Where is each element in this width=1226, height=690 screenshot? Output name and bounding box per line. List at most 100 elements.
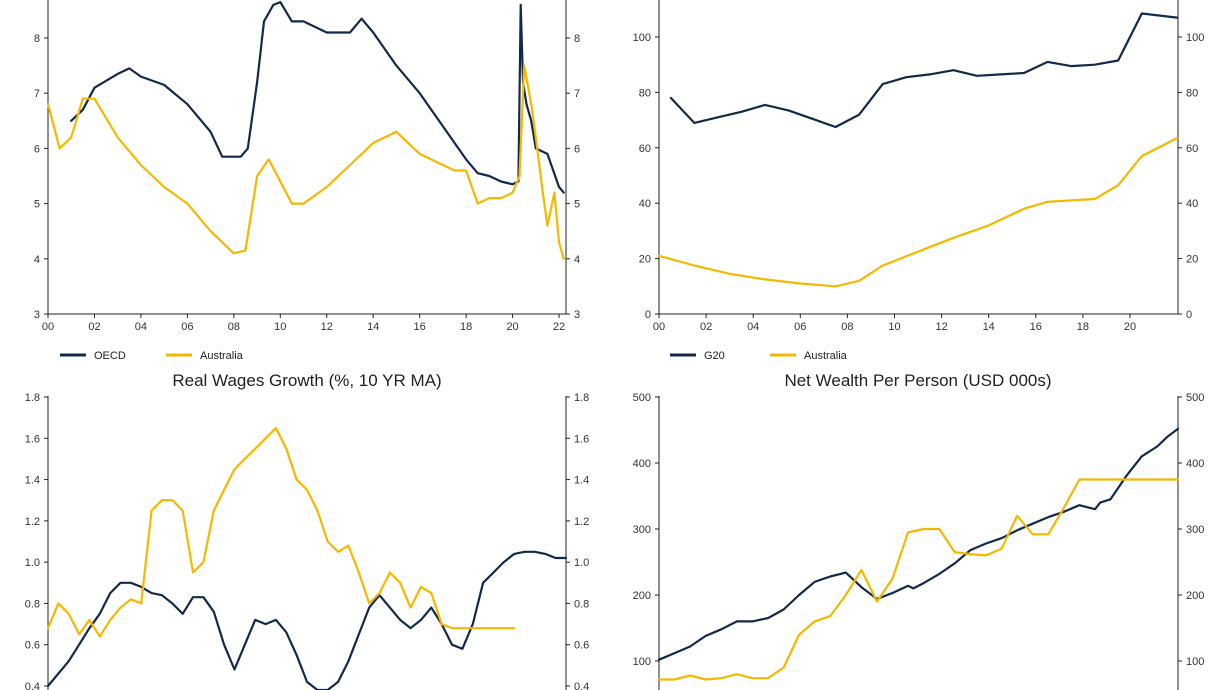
series-line-oecd: [70, 0, 565, 194]
x-tick-label: 20: [1124, 321, 1136, 333]
y-tick-label-right: 40: [1186, 198, 1198, 210]
x-tick-label: 02: [88, 321, 100, 333]
y-tick-label-left: 1.2: [25, 516, 40, 528]
y-tick-label-right: 1.4: [574, 475, 589, 487]
y-tick-label-right: 1.0: [574, 557, 589, 569]
y-tick-label-right: 6: [574, 143, 580, 155]
series-line-s0: [46, 550, 568, 690]
y-tick-label-left: 100: [633, 32, 651, 44]
y-tick-label-left: 100: [633, 656, 651, 668]
legend-label-oecd: OECD: [94, 350, 126, 362]
x-tick-label: 18: [460, 321, 472, 333]
x-tick-label: 20: [506, 321, 518, 333]
x-tick-label: 10: [274, 321, 286, 333]
y-tick-label-right: 20: [1186, 254, 1198, 266]
y-tick-label-right: 200: [1186, 590, 1204, 602]
y-tick-label-right: 0.4: [574, 681, 589, 690]
panel-net-wealth-level: 100 100 200 200 300 300 400 400 500 500: [633, 392, 1205, 690]
y-tick-label-right: 8: [574, 33, 580, 45]
x-tick-label: 14: [367, 321, 379, 333]
series-line-s0: [657, 427, 1180, 661]
panel3-series: [46, 426, 568, 690]
series-line-g20: [669, 12, 1179, 129]
y-tick-label-left: 0.8: [25, 598, 40, 610]
x-tick-label: 00: [42, 321, 54, 333]
panel2-series: [657, 12, 1179, 288]
y-tick-label-left: 1.0: [25, 557, 40, 569]
x-tick-label: 16: [1030, 321, 1042, 333]
y-tick-label-right: 1.8: [574, 392, 589, 404]
x-tick-label: 12: [321, 321, 333, 333]
y-tick-label-left: 1.6: [25, 433, 40, 445]
y-tick-label-right: 500: [1186, 392, 1204, 404]
y-tick-label-left: 500: [633, 392, 651, 404]
y-tick-label-left: 1.4: [25, 475, 40, 487]
panel4-ticks: 100 100 200 200 300 300 400 400 500 500: [633, 392, 1205, 668]
y-tick-label-right: 60: [1186, 143, 1198, 155]
y-tick-label-left: 8: [34, 33, 40, 45]
y-tick-label-right: 0.8: [574, 598, 589, 610]
x-tick-label: 18: [1077, 321, 1089, 333]
x-tick-label: 08: [841, 321, 853, 333]
legend-label-australia-2: Australia: [804, 350, 848, 362]
y-tick-label-right: 100: [1186, 32, 1204, 44]
legend-label-australia: Australia: [200, 350, 244, 362]
y-tick-label-right: 1.6: [574, 433, 589, 445]
y-tick-label-right: 100: [1186, 656, 1204, 668]
x-tick-label: 06: [181, 321, 193, 333]
y-tick-label-right: 400: [1186, 458, 1204, 470]
panel1-ticks: 3 3 4 4 5 5 6 6 7 7 8 8 00 02 04 06 08 10 12 14 16 18 20 22: [34, 33, 580, 333]
y-tick-label-left: 400: [633, 458, 651, 470]
series-line-s1: [46, 426, 516, 638]
x-tick-label: 00: [653, 321, 665, 333]
y-tick-label-left: 200: [633, 590, 651, 602]
x-tick-label: 16: [414, 321, 426, 333]
y-tick-label-left: 20: [639, 254, 651, 266]
x-tick-label: 08: [228, 321, 240, 333]
y-tick-label-left: 1.8: [25, 392, 40, 404]
panel4-series: [657, 427, 1180, 681]
series-line-australia: [657, 137, 1179, 288]
y-tick-label-right: 80: [1186, 87, 1198, 99]
x-tick-label: 04: [135, 321, 147, 333]
x-tick-label: 02: [700, 321, 712, 333]
y-tick-label-left: 3: [34, 309, 40, 321]
panel3-ticks: 0.4 0.4 0.6 0.6 0.8 0.8 1.0 1.0 1.2 1.2 1.4 1.4 1.6 1…: [25, 392, 590, 690]
y-tick-label-left: 60: [639, 143, 651, 155]
x-tick-label: 04: [747, 321, 759, 333]
chart-title-net-wealth: Net Wealth Per Person (USD 000s): [784, 371, 1051, 390]
legend-label-g20: G20: [704, 350, 725, 362]
chart-title-real-wages: Real Wages Growth (%, 10 YR MA): [172, 371, 441, 390]
y-tick-label-left: 7: [34, 88, 40, 100]
y-tick-label-left: 0: [645, 309, 651, 321]
x-tick-label: 12: [935, 321, 947, 333]
x-tick-label: 22: [553, 321, 565, 333]
panel-real-wages: 0.4 0.4 0.6 0.6 0.8 0.8 1.0 1.0 1.2 1.2 1.4 1.4 1.6 1…: [25, 392, 590, 690]
y-tick-label-left: 5: [34, 199, 40, 211]
series-line-s1: [657, 478, 1180, 681]
y-tick-label-left: 300: [633, 524, 651, 536]
y-tick-label-left: 0.4: [25, 681, 40, 690]
x-tick-label: 06: [794, 321, 806, 333]
y-tick-label-right: 3: [574, 309, 580, 321]
y-tick-label-right: 1.2: [574, 516, 589, 528]
y-tick-label-left: 80: [639, 87, 651, 99]
panel1-series: [46, 0, 565, 260]
legend-top-left: OECD Australia: [60, 350, 244, 362]
series-line-australia: [46, 64, 565, 260]
y-tick-label-right: 0.6: [574, 640, 589, 652]
y-tick-label-right: 5: [574, 199, 580, 211]
y-tick-label-left: 6: [34, 143, 40, 155]
y-tick-label-right: 7: [574, 88, 580, 100]
legend-top-right: G20 Australia: [670, 350, 848, 362]
x-tick-label: 10: [888, 321, 900, 333]
y-tick-label-left: 0.6: [25, 640, 40, 652]
x-tick-label: 14: [983, 321, 995, 333]
y-tick-label-right: 4: [574, 254, 580, 266]
y-tick-label-left: 4: [34, 254, 40, 266]
y-tick-label-right: 0: [1186, 309, 1192, 321]
y-tick-label-right: 300: [1186, 524, 1204, 536]
